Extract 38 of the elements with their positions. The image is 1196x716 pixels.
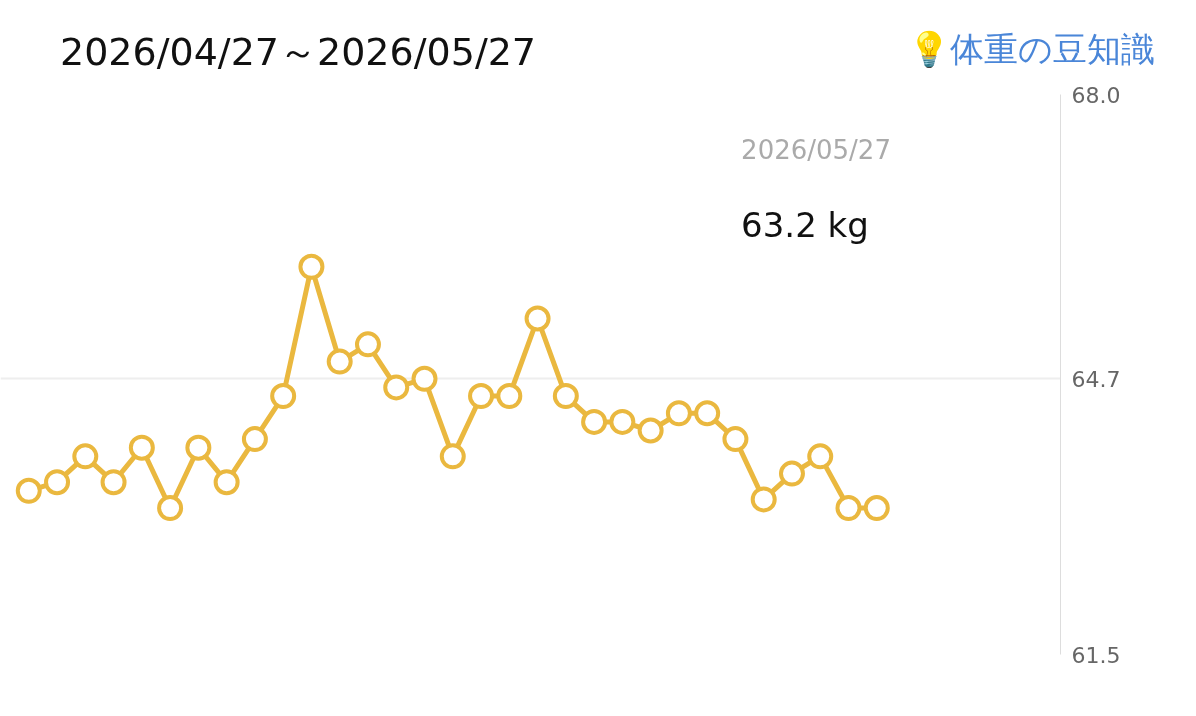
annotation: 63.2 kg [741, 204, 869, 245]
point [694, 400, 721, 427]
point [496, 383, 523, 410]
y-tick-label: 61.5 [1071, 642, 1121, 668]
point [411, 366, 438, 393]
annotation: 2026/05/27 [741, 134, 891, 165]
point [326, 348, 353, 375]
point [439, 443, 466, 470]
point [609, 409, 636, 436]
point [524, 305, 551, 332]
text: 💡体重の豆知識 [908, 28, 1155, 71]
point [128, 435, 155, 461]
y-tick-label: 64.7 [1071, 367, 1121, 393]
point [270, 383, 297, 410]
point [750, 486, 777, 513]
point [863, 495, 890, 522]
point [100, 469, 127, 496]
point [722, 426, 749, 453]
point [468, 383, 495, 410]
point [354, 331, 381, 358]
point [213, 469, 240, 496]
point [185, 435, 212, 461]
point [44, 469, 71, 496]
point [778, 460, 805, 487]
point [157, 495, 184, 522]
point [241, 426, 268, 453]
point [807, 443, 834, 470]
point [72, 443, 99, 470]
chart-title: 2026/04/27～2026/05/27 [60, 29, 537, 76]
point [835, 495, 862, 522]
point [383, 374, 410, 401]
point [637, 417, 664, 444]
point [581, 409, 608, 436]
point [552, 383, 579, 410]
point [298, 254, 325, 281]
point [665, 400, 692, 427]
point [15, 478, 42, 505]
y-tick-label: 68.0 [1071, 82, 1121, 108]
